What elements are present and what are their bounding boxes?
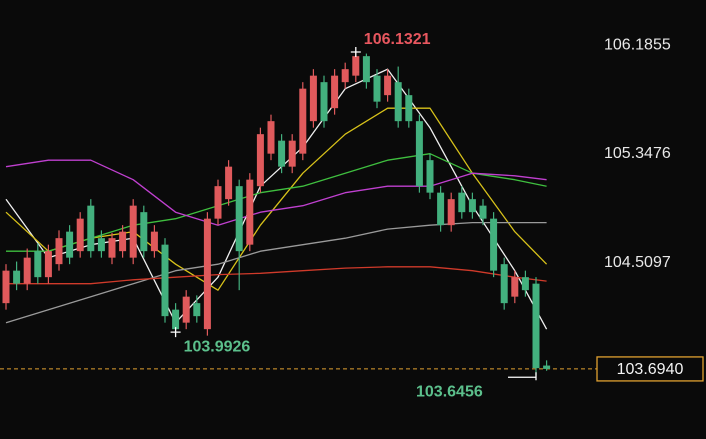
candle-body <box>320 82 328 122</box>
candle-body <box>415 121 423 187</box>
candle-body <box>34 251 42 278</box>
candle-body <box>214 186 222 219</box>
candle-body <box>44 251 52 278</box>
candle-body <box>150 231 158 252</box>
candle-body <box>161 244 169 317</box>
y-tick-label: 106.1855 <box>604 36 671 53</box>
candle-body <box>288 140 296 167</box>
high-marker <box>350 46 361 57</box>
current-price-box <box>596 356 704 382</box>
candle-body <box>458 192 466 213</box>
candle-body <box>235 186 243 252</box>
candle-body <box>479 205 487 219</box>
candle-body <box>384 75 392 96</box>
moving-average <box>6 153 547 252</box>
candle-body <box>426 160 434 193</box>
candle-body <box>119 231 127 252</box>
candle-body <box>511 277 519 297</box>
candle-body <box>66 231 74 258</box>
candle-body <box>543 365 551 369</box>
candle-body <box>394 82 402 122</box>
candle-body <box>447 199 455 226</box>
y-tick-label: 104.5097 <box>604 254 671 271</box>
moving-average <box>6 266 547 285</box>
candle-body <box>129 205 137 258</box>
candle-body <box>299 88 307 154</box>
candle-body <box>76 218 84 252</box>
candle-body <box>490 218 498 271</box>
candle-body <box>373 75 381 102</box>
candle-body <box>13 270 21 284</box>
candle-body <box>97 238 105 252</box>
low-marker <box>508 372 537 381</box>
candle-body <box>108 238 116 258</box>
candle-body <box>468 199 476 213</box>
candle-body <box>225 166 233 200</box>
y-tick-label: 105.3476 <box>604 145 671 162</box>
low-label: 103.6456 <box>416 383 483 400</box>
candle-body <box>331 75 339 109</box>
candle-body <box>405 95 413 122</box>
current-price-label: 103.6940 <box>617 361 684 378</box>
candle-body <box>267 121 275 154</box>
candle-body <box>87 205 95 252</box>
candle-body <box>55 238 63 265</box>
candle-body <box>23 257 31 284</box>
moving-average <box>5 159 547 226</box>
candle-body <box>532 283 540 369</box>
candle-body <box>182 296 190 323</box>
candle-body <box>309 75 317 122</box>
moving-average <box>5 221 547 324</box>
candle-body <box>437 192 445 226</box>
candle-body <box>140 212 148 252</box>
candle-body <box>172 309 180 330</box>
candle-body <box>2 270 10 304</box>
candle-body <box>203 218 211 330</box>
candle-body <box>352 56 360 76</box>
candle-body <box>246 179 254 245</box>
high-label: 106.1321 <box>364 31 431 48</box>
candle-body <box>193 303 201 317</box>
low-marker <box>170 327 181 338</box>
candle-body <box>500 264 508 304</box>
candle-body <box>341 69 349 83</box>
candle-body <box>278 140 286 167</box>
low-label: 103.9926 <box>184 338 251 355</box>
candle-body <box>362 56 370 83</box>
candle-body <box>256 134 264 187</box>
moving-average <box>5 107 548 291</box>
candle-body <box>521 277 529 291</box>
